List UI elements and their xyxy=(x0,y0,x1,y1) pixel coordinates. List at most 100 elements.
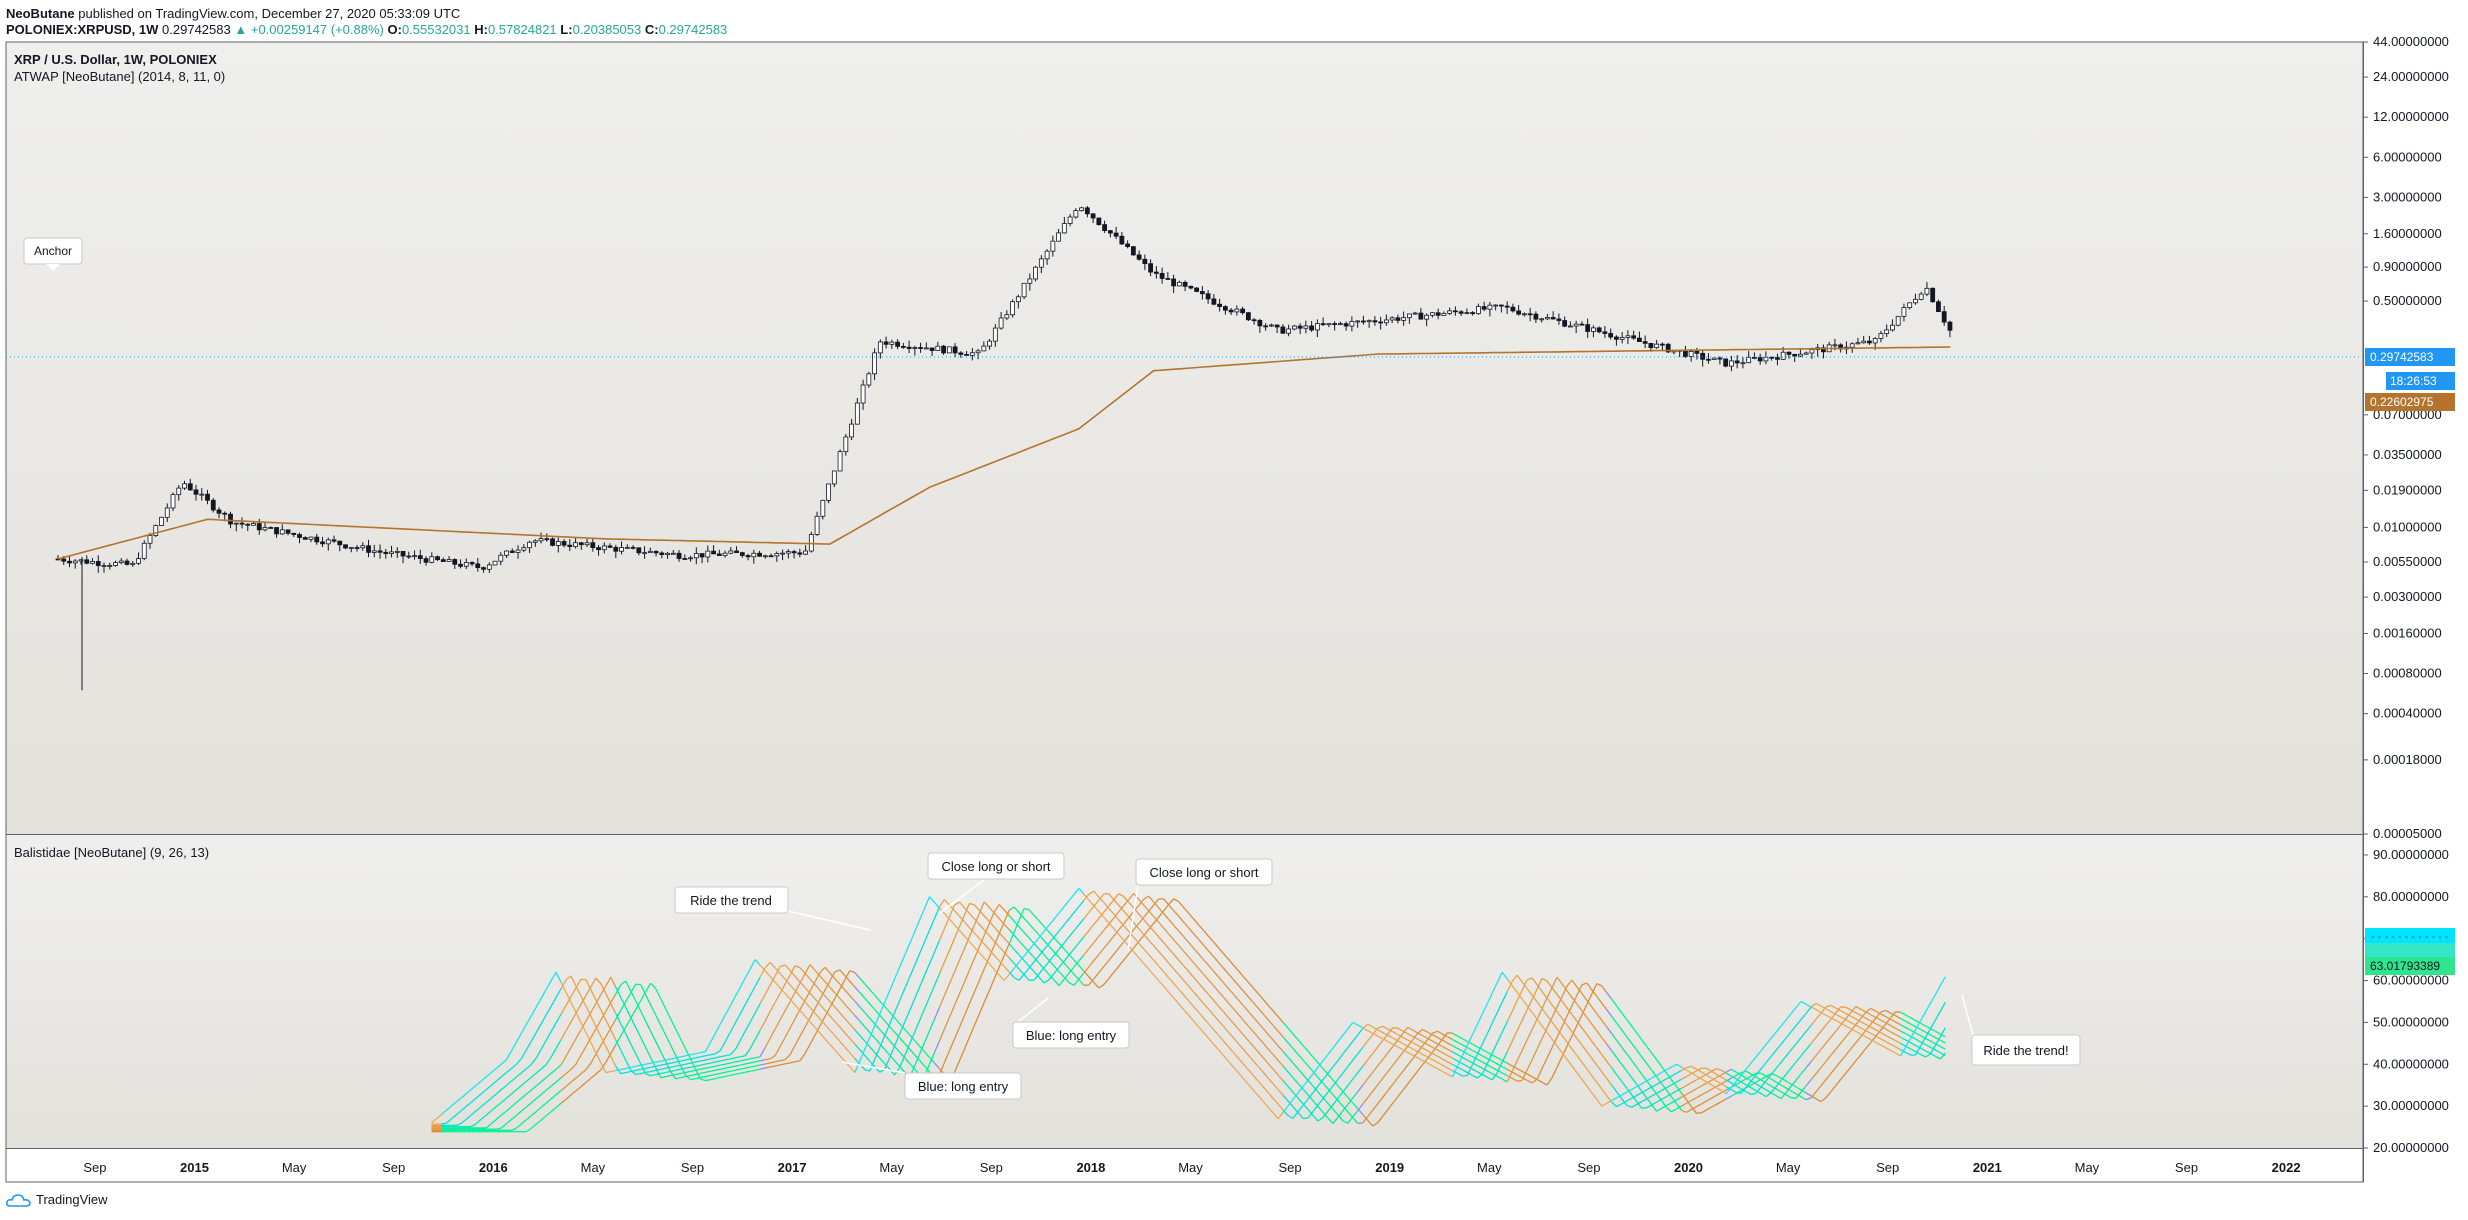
ribbon-segment xyxy=(909,1048,916,1056)
ribbon-segment xyxy=(605,1002,612,1012)
tradingview-brand[interactable]: TradingView xyxy=(36,1192,108,1207)
ribbon-segment xyxy=(1566,1007,1573,1015)
ribbon-segment xyxy=(1377,1115,1384,1124)
ribbon-segment xyxy=(1621,1012,1628,1020)
ribbon-segment xyxy=(904,1042,911,1050)
ribbon-segment xyxy=(1138,913,1145,920)
ribbon-segment xyxy=(1018,955,1025,963)
ribbon-segment xyxy=(1686,1100,1692,1104)
ribbon-segment xyxy=(1307,1073,1314,1081)
ribbon-segment xyxy=(545,1006,552,1016)
ribbon-segment xyxy=(1212,1028,1219,1036)
symbol-label[interactable]: POLONIEX:XRPUSD, 1W xyxy=(6,22,159,37)
ribbon-segment xyxy=(929,896,935,903)
ribbon-segment xyxy=(1417,1044,1423,1049)
ribbon-segment xyxy=(680,1055,686,1058)
ribbon-segment xyxy=(1725,1095,1732,1100)
ribbon-segment xyxy=(1053,979,1060,987)
ribbon-segment xyxy=(1212,1043,1219,1051)
ribbon-segment xyxy=(1422,1047,1428,1052)
candle xyxy=(613,544,619,559)
candle xyxy=(1706,353,1711,364)
time-tick: May xyxy=(879,1160,904,1175)
ribbon-segment xyxy=(774,1064,781,1067)
ribbon-segment xyxy=(1621,1029,1628,1037)
ribbon-segment xyxy=(1058,971,1065,978)
atwap-indicator-label[interactable]: ATWAP [NeoButane] (2014, 8, 11, 0) xyxy=(14,69,225,84)
ribbon-segment xyxy=(1292,1091,1299,1099)
ribbon-segment xyxy=(1197,1011,1204,1019)
ribbon-segment xyxy=(540,1115,547,1121)
author-name[interactable]: NeoButane xyxy=(6,6,75,21)
annotation-close-long-or-short-2[interactable]: Close long or short xyxy=(1127,858,1273,951)
ribbon-segment xyxy=(1870,1007,1877,1012)
ribbon-segment xyxy=(1895,1052,1901,1057)
annotation-blue-long-entry[interactable]: Blue: long entry xyxy=(1012,997,1130,1049)
ribbon-segment xyxy=(1402,1064,1409,1073)
ribbon-segment xyxy=(1875,1035,1882,1040)
ribbon-segment xyxy=(1407,1026,1413,1031)
ribbon-segment xyxy=(953,910,960,917)
ribbon-segment xyxy=(1197,996,1204,1004)
ribbon-segment xyxy=(1397,1040,1403,1044)
annotation-close-long-or-short[interactable]: Close long or short xyxy=(927,852,1065,914)
ribbon-segment xyxy=(1546,997,1553,1006)
ribbon-segment xyxy=(1287,1115,1294,1119)
ribbon-segment xyxy=(1003,965,1010,973)
ribbon-segment xyxy=(1357,1028,1364,1036)
ribbon-segment xyxy=(1935,1049,1941,1054)
ribbon-segment xyxy=(645,1073,651,1077)
annotation-blue-long-entry-2[interactable]: Blue: long entry xyxy=(841,1061,1022,1100)
ribbon-segment xyxy=(1073,906,1080,914)
ribbon-segment xyxy=(1581,982,1588,986)
ribbon-segment xyxy=(929,1056,935,1064)
ribbon-segment xyxy=(570,1063,577,1070)
ribbon-segment xyxy=(1372,1032,1379,1037)
ribbon-segment xyxy=(1636,1092,1642,1097)
price-axis[interactable]: 44.0000000024.0000000012.000000006.00000… xyxy=(2363,34,2449,841)
annotation-ride-the-trend-exclaim[interactable]: Ride the trend! xyxy=(1961,994,2081,1066)
ribbon-segment xyxy=(1048,973,1055,981)
candle xyxy=(400,550,406,564)
ribbon-segment xyxy=(1168,977,1174,984)
ribbon-segment xyxy=(1457,1072,1463,1077)
ribbon-segment xyxy=(1297,1097,1304,1105)
ribbon-segment xyxy=(530,1123,537,1129)
ribbon-segment xyxy=(750,1069,756,1072)
ribbon-segment xyxy=(1098,947,1105,956)
ribbon-segment xyxy=(1735,1074,1742,1082)
ribbon-segment xyxy=(1113,928,1120,935)
ribbon-segment xyxy=(844,1018,851,1025)
ribbon-segment xyxy=(759,1047,766,1058)
ribbon-segment xyxy=(1262,1028,1269,1035)
ribbon-segment xyxy=(1910,1029,1917,1039)
ribbon-segment xyxy=(1541,1025,1548,1033)
ribbon-segment xyxy=(1671,1081,1677,1086)
ribbon-segment xyxy=(675,1064,681,1067)
oscillator-axis[interactable]: 90.0000000080.0000000060.0000000050.0000… xyxy=(2363,847,2449,1155)
ribbon-segment xyxy=(849,970,856,974)
anchor-tag[interactable]: Anchor xyxy=(23,237,83,271)
ribbon-segment xyxy=(1227,1031,1234,1039)
ribbon-segment xyxy=(1432,1040,1438,1045)
candle xyxy=(1234,305,1240,316)
ribbon-segment xyxy=(1078,918,1085,926)
ribbon-segment xyxy=(1486,1022,1493,1034)
ribbon-segment xyxy=(1750,1074,1757,1082)
ribbon-segment xyxy=(1322,1110,1329,1119)
annotation-ride-the-trend[interactable]: Ride the trend xyxy=(674,886,871,931)
time-axis[interactable]: Sep 2015 May Sep 2016 May Sep 2017 May Sep 2018 May… xyxy=(83,1160,2300,1175)
ribbon-segment xyxy=(998,974,1005,981)
ribbon-segment xyxy=(1018,973,1025,981)
ribbon-segment xyxy=(884,1063,891,1070)
ribbon-segment xyxy=(1217,976,1224,983)
candle xyxy=(843,433,849,456)
ribbon-segment xyxy=(1317,1076,1324,1084)
oscillator-title[interactable]: Balistidae [NeoButane] (9, 26, 13) xyxy=(14,845,209,860)
ribbon-segment xyxy=(1158,965,1165,973)
chart-canvas[interactable]: XRP / U.S. Dollar, 1W, POLONIEX ATWAP [N… xyxy=(0,0,2468,1190)
ribbon-segment xyxy=(1028,937,1035,945)
ribbon-segment xyxy=(1178,901,1184,908)
ribbon-segment xyxy=(1631,1025,1638,1034)
ribbon-segment xyxy=(1013,920,1020,928)
